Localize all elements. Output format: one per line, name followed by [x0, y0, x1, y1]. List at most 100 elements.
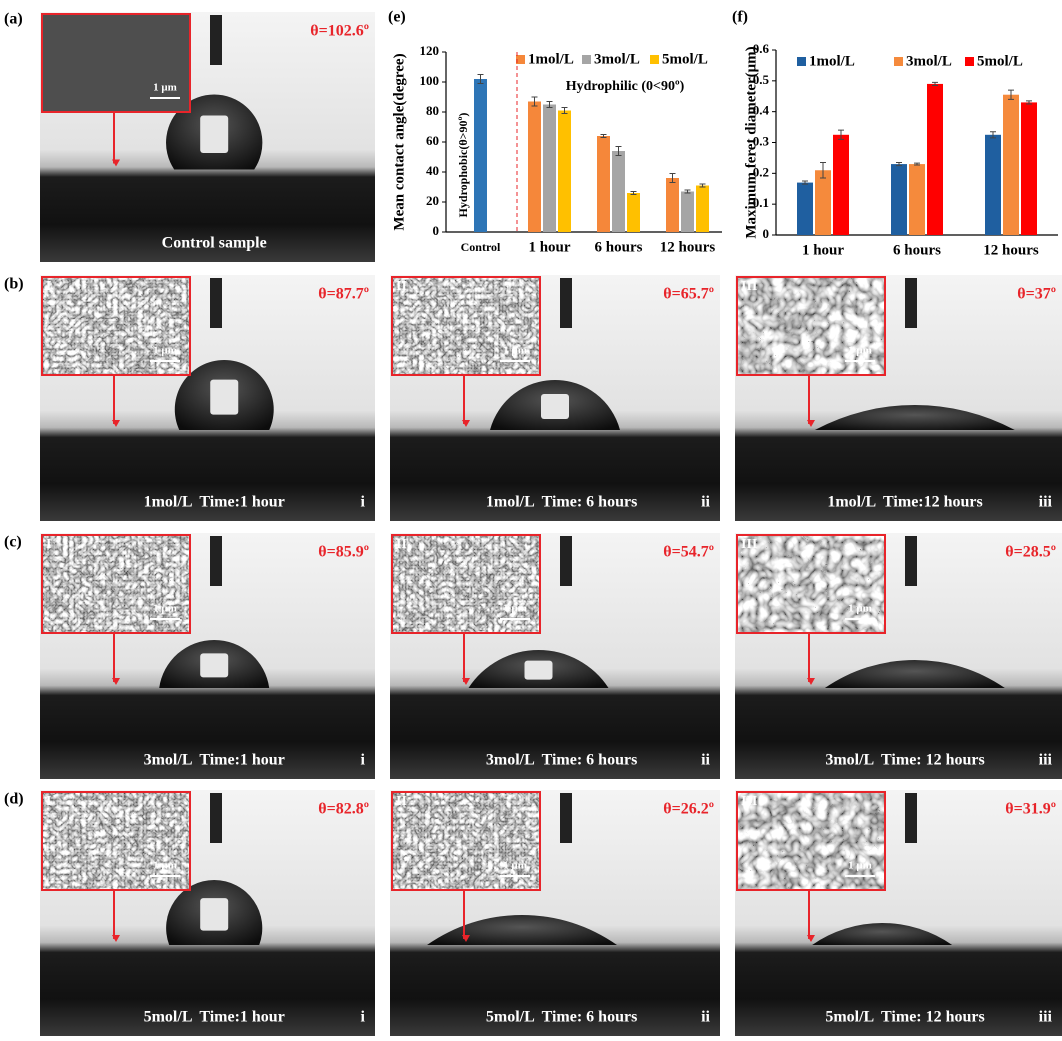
bar	[909, 164, 925, 235]
y-tick-label: 100	[420, 73, 440, 88]
bar	[1021, 102, 1037, 235]
needle	[560, 793, 572, 843]
scale-bar-label: 1 μm	[153, 82, 177, 94]
bar	[528, 102, 541, 233]
photo-panel: 1 μm θ=102.6º Control sample	[40, 12, 375, 262]
bar	[612, 151, 625, 232]
bar	[627, 193, 640, 232]
y-tick-label: 0	[763, 226, 770, 241]
contact-angle: θ=28.5º	[1005, 544, 1056, 561]
panel-label: (c)	[4, 534, 22, 551]
scale-bar-label: 1 μm	[503, 603, 527, 615]
bar	[681, 192, 694, 233]
inset-label: II	[396, 279, 407, 294]
panel-index: ii	[701, 494, 710, 511]
scale-bar-label: 1 μm	[848, 603, 872, 615]
needle	[905, 536, 917, 586]
bar	[891, 164, 907, 235]
x-tick-label: 6 hours	[893, 242, 941, 258]
caption: 5mol/L Time: 6 hours	[486, 1009, 637, 1026]
droplet-highlight	[210, 380, 238, 415]
panel-label: (a)	[4, 11, 23, 28]
annotation: Hydrophobic(θ>90º)	[456, 113, 470, 218]
panel-index: i	[361, 1009, 366, 1026]
x-tick-label: 1 hour	[528, 239, 570, 255]
photo-panel: 1 μmIIIθ=31.9º5mol/L Time: 12 hoursiii	[735, 790, 1062, 1036]
bar-chart: 00.10.20.30.40.50.6(f)Maximum feret diam…	[732, 9, 1058, 259]
contact-angle: θ=54.7º	[663, 544, 714, 561]
legend-swatch	[582, 55, 591, 64]
legend-swatch	[650, 55, 659, 64]
photo-panel: 1 μm II θ=54.7º 3mol/L Time: 6 hours ii	[390, 533, 720, 779]
y-tick-label: 0	[433, 223, 440, 238]
inset-label: II	[396, 537, 407, 552]
photo-panel: 1 μmIIIθ=37º1mol/L Time:12 hoursiii	[735, 275, 1062, 521]
y-axis-label: Mean contact angle(degree)	[391, 53, 407, 230]
caption: Control sample	[162, 235, 267, 252]
scale-bar-label: 1 μm	[153, 860, 177, 872]
droplet-highlight	[200, 116, 228, 154]
inset-label: III	[741, 794, 757, 809]
caption: 5mol/L Time:1 hour	[144, 1009, 285, 1026]
x-tick-label: 1 hour	[802, 242, 844, 258]
bar	[666, 178, 679, 232]
panel-label: (b)	[4, 276, 24, 293]
contact-angle: θ=26.2º	[663, 801, 714, 818]
needle	[210, 15, 222, 65]
bar	[833, 135, 849, 235]
contact-angle: θ=102.6º	[310, 23, 369, 40]
needle	[560, 278, 572, 328]
panel-index: iii	[1039, 494, 1053, 511]
legend-label: 1mol/L	[809, 53, 855, 69]
scale-bar-label: 1 μm	[848, 860, 872, 872]
legend-swatch	[894, 57, 903, 66]
legend-label: 3mol/L	[906, 53, 952, 69]
legend-label: 3mol/L	[594, 51, 640, 67]
droplet-highlight	[541, 394, 569, 419]
panel-index: iii	[1039, 1009, 1053, 1026]
y-tick-label: 80	[426, 103, 439, 118]
bar	[696, 186, 709, 233]
scale-bar-label: 1 μm	[503, 860, 527, 872]
panel-index: ii	[701, 1009, 710, 1026]
droplet-highlight	[200, 898, 228, 931]
y-axis-label: Maximum feret diameter(μm)	[743, 46, 759, 238]
bar-chart: 020406080100120(e)Mean contact angle(deg…	[388, 9, 722, 256]
bar	[543, 105, 556, 233]
panel-index: iii	[1039, 752, 1053, 769]
legend-swatch	[965, 57, 974, 66]
inset-label: II	[396, 794, 407, 809]
figure: 1 μmθ=102.6ºControl sample(a)(b)1 μmIθ=8…	[0, 0, 1062, 1041]
bar	[474, 79, 487, 232]
panel-label: (e)	[388, 9, 406, 26]
x-tick-label: 12 hours	[660, 239, 716, 255]
needle	[905, 793, 917, 843]
caption: 1mol/L Time: 6 hours	[486, 494, 637, 511]
caption: 1mol/L Time:12 hours	[827, 494, 982, 511]
photo-panel: 1 μmIθ=82.8º5mol/L Time:1 houri	[40, 790, 375, 1036]
contact-angle: θ=87.7º	[318, 286, 369, 303]
bar	[815, 170, 831, 235]
y-tick-label: 60	[426, 133, 439, 148]
panel-index: ii	[701, 752, 710, 769]
needle	[210, 278, 222, 328]
x-tick-label: 12 hours	[983, 242, 1039, 258]
inset-label: I	[46, 279, 51, 294]
bar	[797, 183, 813, 235]
photo-panel: 1 μmIθ=85.9º3mol/L Time:1 houri	[40, 533, 375, 779]
photo-panel: 1 μm II θ=26.2º 5mol/L Time: 6 hours ii	[390, 790, 720, 1036]
y-tick-label: 20	[426, 193, 439, 208]
panel-index: i	[361, 752, 366, 769]
legend-label: 1mol/L	[528, 51, 574, 67]
panel-label: (f)	[732, 9, 748, 26]
legend-swatch	[797, 57, 806, 66]
caption: 3mol/L Time: 6 hours	[486, 752, 637, 769]
bar	[927, 84, 943, 235]
caption: 5mol/L Time: 12 hours	[825, 1009, 984, 1026]
bar	[597, 136, 610, 232]
droplet-highlight	[200, 653, 228, 677]
y-tick-label: 120	[420, 43, 440, 58]
contact-angle: θ=37º	[1017, 286, 1056, 303]
